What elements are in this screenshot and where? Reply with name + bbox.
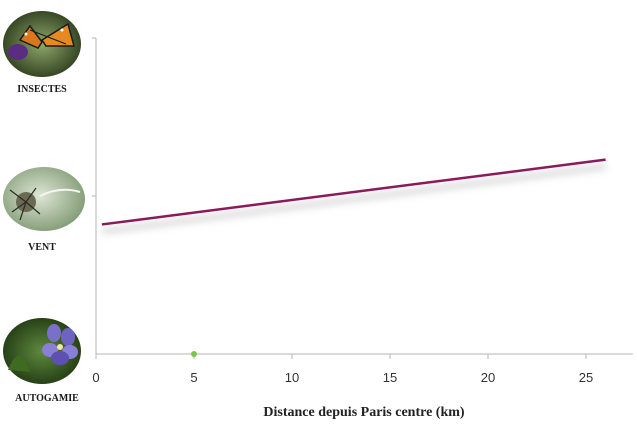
- series-layer: [101, 158, 606, 357]
- category-label-insectes: INSECTES: [17, 84, 67, 95]
- category-label-vent: VENT: [28, 242, 56, 253]
- violet-flower-icon: [3, 318, 81, 384]
- series-line-shadow: [101, 164, 606, 234]
- x-tick-label: 5: [190, 370, 197, 385]
- dandelion-seed-icon: [3, 167, 85, 231]
- data-point-marker: [191, 351, 197, 357]
- x-tick-label: 0: [92, 370, 99, 385]
- series-line: [101, 158, 606, 226]
- x-axis-ticks: 0 5 10 15 20 25: [92, 354, 593, 385]
- butterfly-icon: [3, 11, 81, 77]
- x-axis-title: Distance depuis Paris centre (km): [263, 405, 464, 420]
- x-tick-label: 10: [285, 370, 299, 385]
- category-label-autogamie: AUTOGAMIE: [15, 393, 79, 404]
- x-tick-label: 25: [579, 370, 593, 385]
- x-tick-label: 15: [383, 370, 397, 385]
- x-tick-label: 20: [481, 370, 495, 385]
